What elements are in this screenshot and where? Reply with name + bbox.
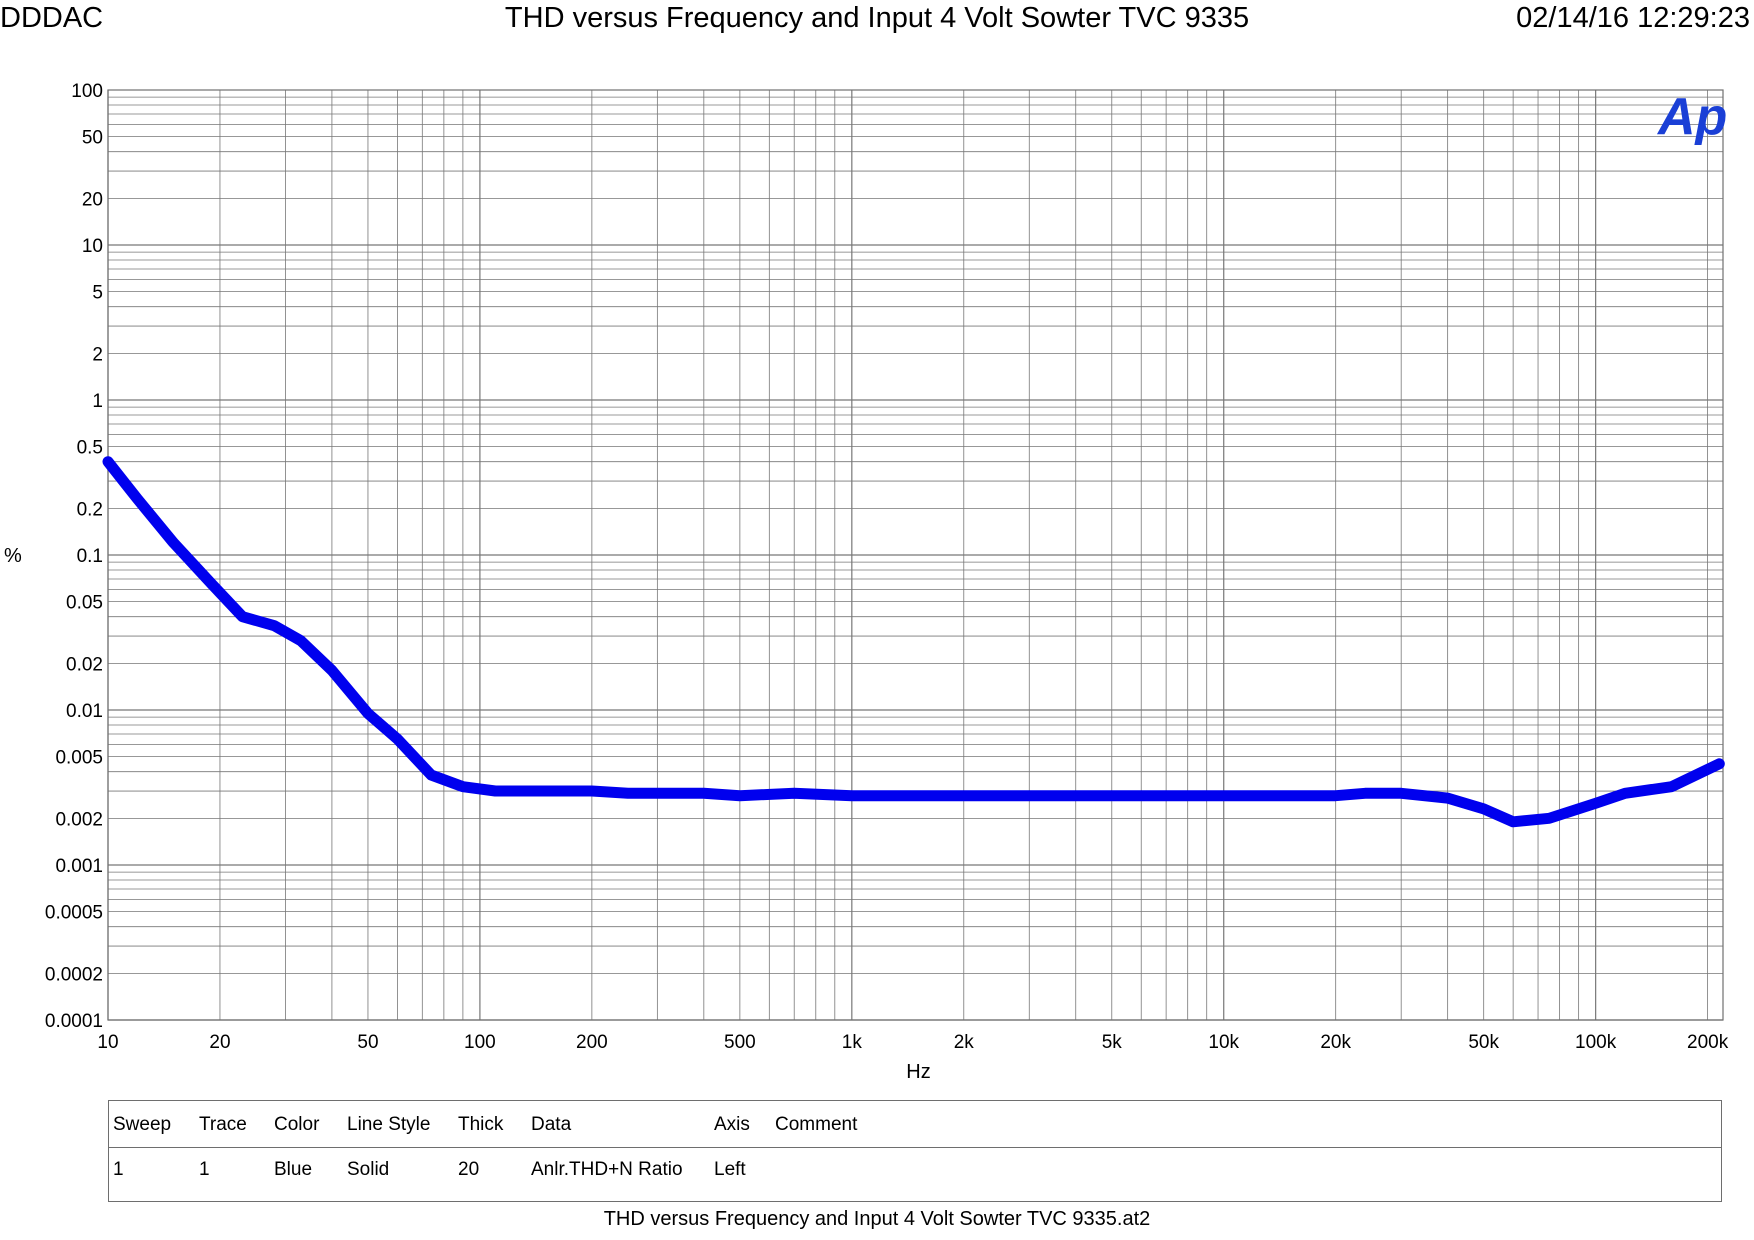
y-tick-labels: 100 50 20 10 5 2 1 0.5 0.2 0.1 0.05 0.02 0.01 0.005 0.… — [45, 81, 103, 1032]
ap-logo: Ap — [1656, 88, 1727, 146]
y-tick-label: 0.05 — [66, 593, 103, 614]
x-tick-label: 50k — [1468, 1032, 1499, 1053]
y-tick-label: 50 — [82, 128, 103, 149]
series-line-1 — [102, 456, 1725, 828]
x-tick-label: 5k — [1102, 1032, 1123, 1053]
y-tick-label: 10 — [82, 236, 103, 257]
x-tick-label: 100 — [464, 1032, 496, 1053]
y-tick-label: 0.5 — [77, 438, 103, 459]
x-tick-label: 20k — [1320, 1032, 1351, 1053]
legend-divider — [109, 1147, 1721, 1148]
legend-cell-sweep: 1 — [113, 1159, 124, 1180]
legend-cell-trace: 1 — [199, 1159, 210, 1180]
x-tick-label: 50 — [357, 1032, 378, 1053]
header-title: THD versus Frequency and Input 4 Volt So… — [504, 2, 1250, 34]
legend-cell-line-style: Solid — [347, 1159, 390, 1180]
x-tick-label: 200 — [576, 1032, 608, 1053]
y-tick-label: 0.0002 — [45, 964, 103, 985]
legend-header-color: Color — [274, 1114, 320, 1135]
grid-major — [107, 90, 1723, 1021]
y-tick-label: 0.002 — [55, 809, 103, 830]
y-tick-label: 0.2 — [77, 499, 103, 520]
header-timestamp: 02/14/16 12:29:23 — [1516, 2, 1750, 34]
y-tick-label: 0.0005 — [45, 903, 103, 924]
legend-header-trace: Trace — [199, 1114, 247, 1135]
y-tick-label: 5 — [92, 283, 103, 304]
legend-header-line-style: Line Style — [347, 1114, 431, 1135]
footer-file-name: THD versus Frequency and Input 4 Volt So… — [603, 1208, 1151, 1230]
y-tick-label: 0.0001 — [45, 1011, 103, 1032]
legend-table: Sweep Trace Color Line Style Thick Data … — [108, 1100, 1722, 1202]
x-axis-label: Hz — [906, 1061, 930, 1083]
y-tick-label: 1 — [92, 391, 103, 412]
plot-frame — [107, 89, 1724, 1021]
series-layer — [102, 456, 1725, 828]
x-tick-label: 1k — [842, 1032, 863, 1053]
legend-cell-thick: 20 — [458, 1159, 480, 1180]
legend-header-sweep: Sweep — [113, 1114, 172, 1135]
y-tick-label: 0.01 — [66, 701, 103, 722]
x-tick-labels: 10 20 50 100 200 500 1k 2k 5k 10k 20k 50k 100k 200k — [97, 1032, 1728, 1053]
y-tick-label: 0.005 — [55, 748, 103, 769]
y-tick-label: 0.02 — [66, 654, 103, 675]
x-tick-label: 100k — [1575, 1032, 1617, 1053]
x-tick-label: 10k — [1208, 1032, 1239, 1053]
thd-chart: 10 20 50 100 200 500 1k 2k 5k 10k 20k 50k 100k 200k 1… — [4, 81, 1729, 1083]
y-tick-label: 20 — [82, 189, 103, 210]
x-tick-label: 2k — [954, 1032, 975, 1053]
x-tick-label: 10 — [97, 1032, 118, 1053]
x-tick-label: 200k — [1687, 1032, 1729, 1053]
legend-cell-data: Anlr.THD+N Ratio — [531, 1159, 683, 1180]
header-left-label: DDDAC — [0, 2, 104, 34]
x-tick-label: 500 — [724, 1032, 756, 1053]
legend-header-thick: Thick — [458, 1114, 504, 1135]
y-tick-label: 0.001 — [55, 856, 103, 877]
legend-header-data: Data — [531, 1114, 572, 1135]
y-tick-label: 0.1 — [77, 546, 103, 567]
legend-header-axis: Axis — [714, 1114, 750, 1135]
y-tick-label: 2 — [92, 344, 103, 365]
x-tick-label: 20 — [209, 1032, 230, 1053]
legend-header-comment: Comment — [775, 1114, 858, 1135]
y-tick-label: 100 — [71, 81, 103, 102]
y-axis-label: % — [4, 545, 22, 567]
legend-cell-axis: Left — [714, 1159, 746, 1180]
legend-cell-color: Blue — [274, 1159, 313, 1180]
